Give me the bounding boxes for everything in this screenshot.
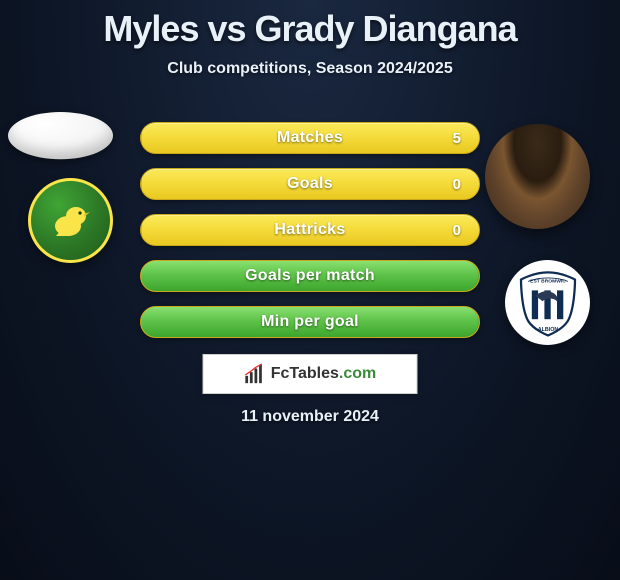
player-left-avatar [8,112,113,159]
stat-bar-value: 0 [453,169,461,199]
snapshot-date: 11 november 2024 [0,408,620,426]
stat-bar-label: Goals per match [141,261,479,291]
stat-bar-label: Hattricks [141,215,479,245]
stat-bar-label: Matches [141,123,479,153]
svg-text:EST BROMWIC: EST BROMWIC [530,278,566,284]
svg-text:ALBION: ALBION [537,326,558,332]
stat-bar: Goals 0 [140,168,480,200]
logo-suffix: .com [339,365,376,382]
stat-bar-value: 0 [453,215,461,245]
stat-bar: Goals per match [140,260,480,292]
stat-bar-label: Goals [141,169,479,199]
stat-bars-container: Matches 5 Goals 0 Hattricks 0 Goals per … [140,122,480,352]
albion-icon: EST BROMWIC ALBION [512,267,584,339]
player-right-avatar [485,124,590,229]
stat-bar: Matches 5 [140,122,480,154]
club-left-badge [28,178,113,263]
bars-icon [244,363,266,385]
comparison-subtitle: Club competitions, Season 2024/2025 [0,60,620,78]
stat-bar-value: 5 [453,123,461,153]
stat-bar-label: Min per goal [141,307,479,337]
logo-text: FcTables.com [271,365,377,383]
fctables-logo: FcTables.com [203,354,418,394]
canary-icon [46,196,96,246]
stat-bar: Hattricks 0 [140,214,480,246]
comparison-title: Myles vs Grady Diangana [0,0,620,50]
stat-bar: Min per goal [140,306,480,338]
club-right-badge: EST BROMWIC ALBION [505,260,590,345]
